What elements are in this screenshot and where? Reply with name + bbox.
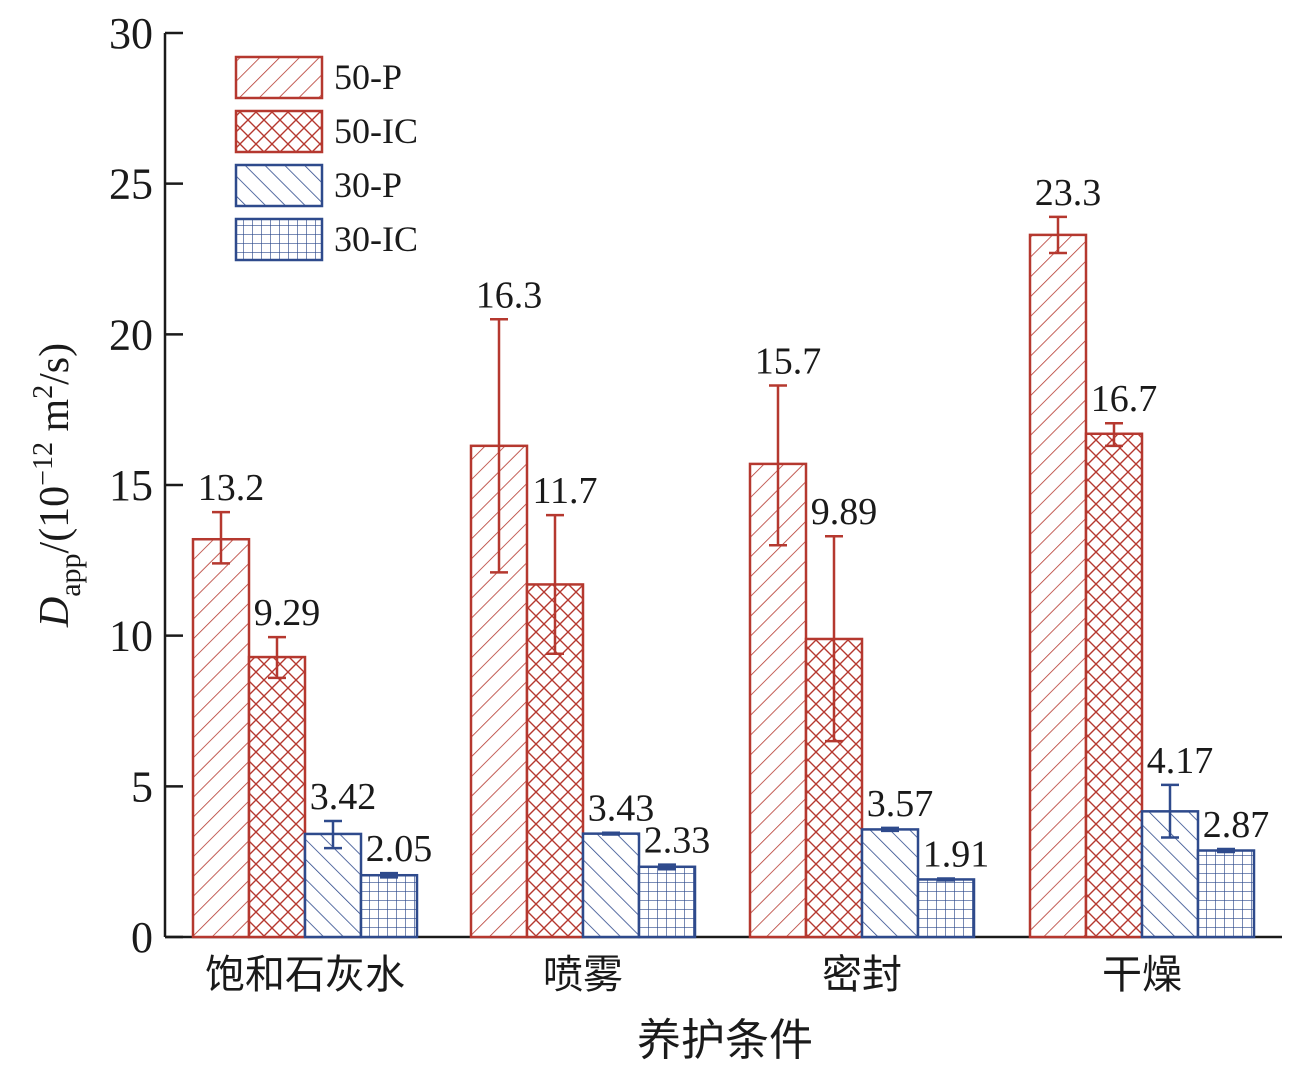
- y-axis-unit-mid: m: [32, 399, 78, 443]
- y-tick-label: 20: [109, 310, 153, 359]
- value-labels: 13.2 9.29 3.42 2.05 16.3 11.7 3.432.33 15.7 9.89…: [198, 172, 1270, 876]
- value-label: 3.43: [588, 788, 655, 830]
- y-axis-unit-suffix: /s): [32, 343, 78, 385]
- legend: 50-P 50-IC 30-P 30-IC: [234, 55, 418, 262]
- y-tick-label: 25: [109, 160, 153, 209]
- category-label: 密封: [822, 952, 902, 998]
- legend-swatch: [234, 163, 324, 208]
- y-tick-label: 0: [131, 913, 153, 962]
- value-label: 9.29: [254, 592, 321, 634]
- category-label: 干燥: [1102, 952, 1182, 998]
- value-label: 15.7: [755, 341, 822, 383]
- y-axis-exponent: −12: [28, 442, 59, 486]
- bar: [303, 832, 363, 939]
- svg-text:Dapp/(10−12 m2/s): Dapp/(10−12 m2/s): [28, 343, 87, 628]
- category-labels: 饱和石灰水 喷雾 密封 干燥: [205, 952, 1182, 998]
- value-label: 9.89: [811, 491, 878, 533]
- bar: [1084, 432, 1144, 939]
- value-label: 3.57: [867, 783, 934, 825]
- legend-label: 50-P: [334, 57, 402, 97]
- bar: [860, 828, 920, 939]
- y-axis-title: Dapp/(10−12 m2/s): [28, 343, 87, 628]
- bar: [1028, 233, 1088, 939]
- value-label: 2.33: [644, 820, 711, 862]
- y-tick-label: 30: [109, 9, 153, 58]
- legend-label: 30-P: [334, 165, 402, 205]
- category-label: 喷雾: [543, 952, 623, 998]
- y-axis-symbol: D: [32, 597, 78, 628]
- x-axis-title: 养护条件: [637, 1015, 813, 1066]
- value-label: 2.05: [366, 828, 433, 870]
- value-label: 1.91: [923, 834, 990, 876]
- value-label: 3.42: [310, 776, 377, 818]
- bar: [1196, 849, 1256, 939]
- legend-label: 50-IC: [334, 111, 418, 151]
- y-axis-unit-power: 2: [28, 385, 59, 399]
- bar: [191, 537, 251, 939]
- value-label: 2.87: [1203, 804, 1270, 846]
- legend-label: 30-IC: [334, 219, 418, 259]
- legend-swatch: [234, 217, 324, 262]
- bar: [581, 832, 641, 939]
- bar: [247, 655, 307, 939]
- value-label: 13.2: [198, 467, 265, 509]
- y-ticks: 0 5 10 15 20 25 30: [109, 9, 183, 962]
- y-tick-label: 15: [109, 461, 153, 510]
- value-label: 16.7: [1091, 378, 1158, 420]
- value-label: 11.7: [532, 470, 597, 512]
- category-label: 饱和石灰水: [205, 952, 405, 998]
- value-label: 4.17: [1147, 740, 1214, 782]
- value-label: 23.3: [1035, 172, 1102, 214]
- y-axis-subscript: app: [54, 553, 87, 596]
- y-tick-label: 5: [131, 762, 153, 811]
- y-tick-label: 10: [109, 612, 153, 661]
- legend-swatch: [234, 55, 324, 100]
- error-bars: [212, 215, 1235, 882]
- bar: [637, 865, 697, 939]
- legend-swatch: [234, 109, 324, 154]
- bar: [916, 878, 976, 939]
- bar: [804, 637, 864, 939]
- bar: [359, 873, 419, 939]
- bars: [191, 233, 1256, 939]
- y-axis-unit-prefix: /(10: [32, 486, 78, 554]
- value-label: 16.3: [476, 274, 543, 316]
